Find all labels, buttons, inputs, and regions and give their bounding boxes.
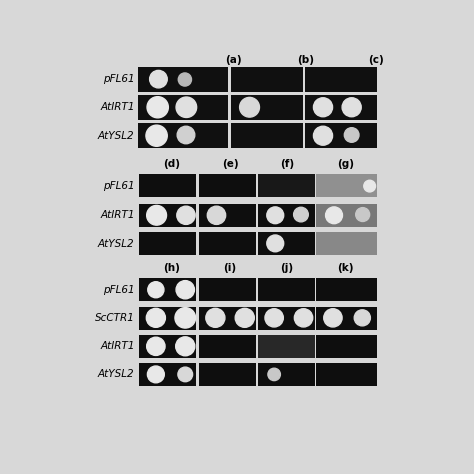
Circle shape: [326, 207, 343, 224]
Circle shape: [175, 308, 196, 328]
Text: pFL61: pFL61: [103, 74, 135, 84]
FancyBboxPatch shape: [316, 174, 377, 197]
FancyBboxPatch shape: [199, 335, 256, 358]
FancyBboxPatch shape: [139, 204, 196, 227]
FancyBboxPatch shape: [258, 204, 315, 227]
FancyBboxPatch shape: [231, 95, 303, 119]
FancyBboxPatch shape: [316, 278, 377, 301]
FancyBboxPatch shape: [316, 204, 377, 227]
Text: AtIRT1: AtIRT1: [100, 210, 135, 220]
Text: (a): (a): [226, 55, 242, 65]
Text: AtIRT1: AtIRT1: [100, 102, 135, 112]
Circle shape: [177, 206, 195, 224]
FancyBboxPatch shape: [139, 174, 196, 197]
Circle shape: [324, 309, 342, 327]
Circle shape: [313, 126, 333, 145]
Circle shape: [364, 180, 375, 192]
Circle shape: [147, 366, 164, 383]
Text: AtYSL2: AtYSL2: [98, 369, 135, 379]
FancyBboxPatch shape: [316, 307, 377, 329]
FancyBboxPatch shape: [316, 335, 377, 358]
FancyBboxPatch shape: [305, 123, 377, 148]
Text: AtIRT1: AtIRT1: [100, 341, 135, 351]
FancyBboxPatch shape: [199, 232, 256, 255]
Circle shape: [178, 73, 191, 86]
Circle shape: [356, 208, 370, 221]
Circle shape: [177, 126, 195, 144]
FancyBboxPatch shape: [199, 307, 256, 329]
Text: (j): (j): [281, 263, 293, 273]
Circle shape: [146, 205, 166, 225]
FancyBboxPatch shape: [139, 363, 196, 386]
FancyBboxPatch shape: [139, 335, 196, 358]
Circle shape: [342, 98, 361, 117]
FancyBboxPatch shape: [199, 174, 256, 197]
FancyBboxPatch shape: [258, 174, 315, 197]
Circle shape: [146, 125, 167, 146]
Circle shape: [293, 207, 308, 222]
FancyBboxPatch shape: [305, 67, 377, 91]
Circle shape: [176, 97, 197, 118]
Circle shape: [265, 309, 283, 327]
Text: (g): (g): [337, 159, 354, 169]
FancyBboxPatch shape: [305, 95, 377, 119]
Circle shape: [146, 337, 165, 356]
FancyBboxPatch shape: [138, 123, 228, 148]
FancyBboxPatch shape: [231, 67, 303, 91]
FancyBboxPatch shape: [316, 363, 377, 386]
FancyBboxPatch shape: [199, 363, 256, 386]
Circle shape: [354, 310, 370, 326]
Text: (h): (h): [163, 263, 180, 273]
FancyBboxPatch shape: [199, 278, 256, 301]
Circle shape: [267, 207, 284, 224]
FancyBboxPatch shape: [316, 232, 377, 255]
Circle shape: [150, 70, 167, 88]
Text: (c): (c): [368, 55, 384, 65]
Circle shape: [235, 309, 255, 328]
Circle shape: [176, 281, 194, 299]
FancyBboxPatch shape: [139, 232, 196, 255]
Circle shape: [206, 309, 225, 328]
Text: pFL61: pFL61: [103, 181, 135, 191]
Text: (d): (d): [163, 159, 180, 169]
Text: (k): (k): [337, 263, 354, 273]
Text: (b): (b): [298, 55, 315, 65]
Circle shape: [313, 98, 333, 117]
Text: (i): (i): [224, 263, 237, 273]
Text: (e): (e): [222, 159, 238, 169]
FancyBboxPatch shape: [138, 67, 228, 91]
Circle shape: [267, 235, 284, 252]
Circle shape: [146, 309, 165, 328]
Circle shape: [294, 309, 313, 327]
FancyBboxPatch shape: [258, 307, 315, 329]
Circle shape: [344, 128, 359, 142]
Circle shape: [240, 97, 259, 117]
FancyBboxPatch shape: [139, 278, 196, 301]
Circle shape: [178, 367, 192, 382]
Text: (f): (f): [280, 159, 294, 169]
FancyBboxPatch shape: [199, 204, 256, 227]
Text: pFL61: pFL61: [103, 285, 135, 295]
FancyBboxPatch shape: [258, 232, 315, 255]
Circle shape: [207, 206, 226, 224]
Circle shape: [176, 337, 195, 356]
Circle shape: [147, 97, 168, 118]
FancyBboxPatch shape: [138, 95, 228, 119]
Text: AtYSL2: AtYSL2: [98, 131, 135, 141]
FancyBboxPatch shape: [231, 123, 303, 148]
Text: ScCTR1: ScCTR1: [95, 313, 135, 323]
FancyBboxPatch shape: [258, 335, 315, 358]
Circle shape: [268, 368, 281, 381]
Circle shape: [148, 282, 164, 298]
FancyBboxPatch shape: [258, 278, 315, 301]
FancyBboxPatch shape: [139, 307, 196, 329]
FancyBboxPatch shape: [258, 363, 315, 386]
Text: AtYSL2: AtYSL2: [98, 239, 135, 249]
